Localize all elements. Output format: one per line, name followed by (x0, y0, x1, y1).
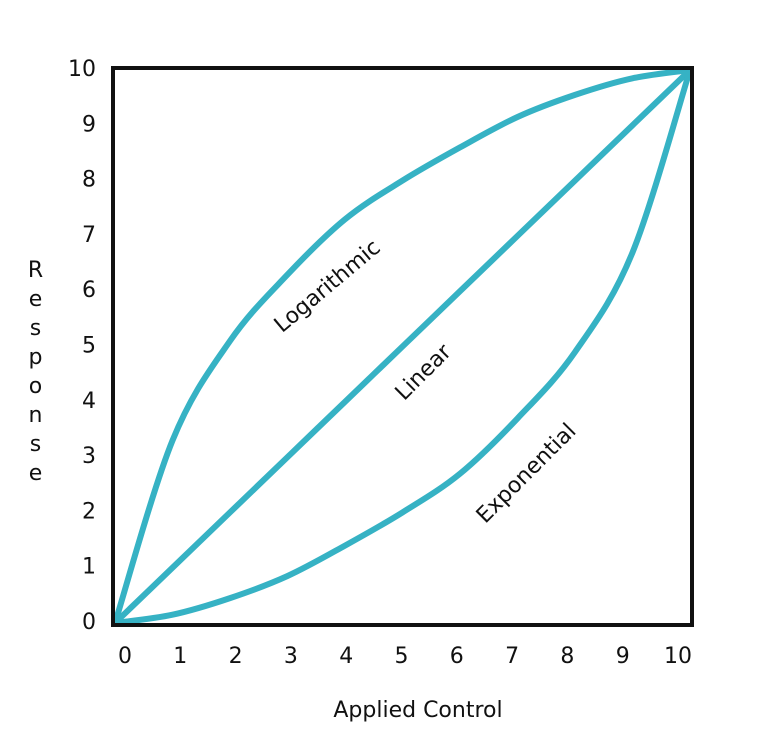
y-tick-label: 3 (82, 444, 96, 469)
line (112, 67, 693, 626)
y-tick-label: 7 (82, 223, 96, 248)
x-tick-label: 4 (339, 644, 353, 669)
x-tick-label: 2 (229, 644, 243, 669)
line (112, 67, 693, 626)
x-tick-label: 7 (505, 644, 519, 669)
line (112, 67, 693, 626)
y-tick-label: 10 (68, 57, 96, 82)
x-tick-label: 5 (395, 644, 409, 669)
x-tick-label: 0 (118, 644, 132, 669)
y-tick-label: 9 (82, 112, 96, 137)
x-tick-label: 8 (560, 644, 574, 669)
plot-frame (111, 66, 694, 627)
y-tick-label: 5 (82, 334, 96, 359)
y-tick-label: 2 (82, 499, 96, 524)
x-tick-label: 10 (664, 644, 692, 669)
y-tick-label: 6 (82, 278, 96, 303)
series-label: Exponential (472, 419, 582, 529)
series-label: Logarithmic (270, 235, 386, 338)
y-tick-label: 0 (82, 610, 96, 635)
x-tick-label: 1 (173, 644, 187, 669)
x-tick-label: 6 (450, 644, 464, 669)
x-axis-label: Applied Control (333, 698, 502, 723)
x-tick-label: 3 (284, 644, 298, 669)
y-tick-label: 8 (82, 168, 96, 193)
y-tick-label: 1 (82, 555, 96, 580)
y-axis-label: Response (23, 258, 48, 490)
x-tick-label: 9 (616, 644, 630, 669)
y-tick-label: 4 (82, 389, 96, 414)
